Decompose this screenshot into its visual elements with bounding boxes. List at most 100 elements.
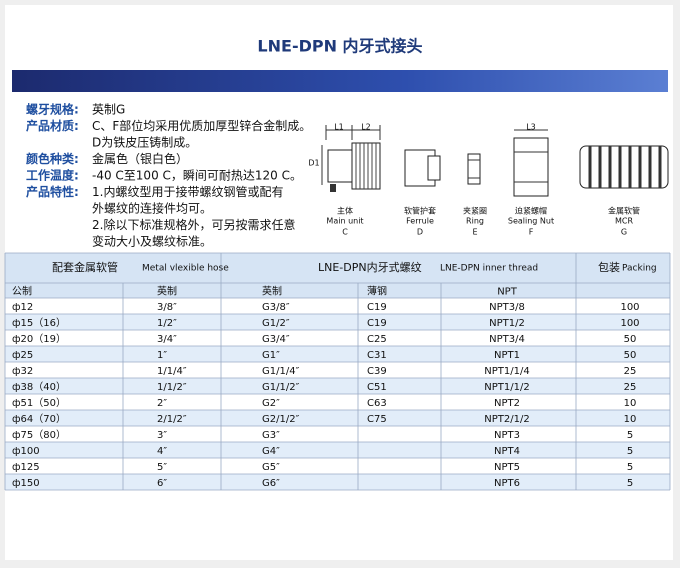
cell: 50: [624, 350, 637, 361]
dim-label: L2: [361, 123, 371, 132]
cell: ф150: [12, 478, 40, 489]
spec-label: 产品特性:: [26, 184, 79, 199]
cell: C51: [367, 382, 387, 393]
part-name: 软管护套: [404, 206, 436, 216]
cell: NPT1/1/4: [484, 366, 529, 377]
group-header: 配套金属软管: [52, 260, 118, 274]
cell: 5: [627, 478, 633, 489]
cell: 3/4″: [157, 334, 177, 345]
dim-label: L3: [526, 123, 536, 132]
specs: 螺牙规格: 英制G 产品材质: C、F部位均采用优质加厚型锌合金制成。 D为铁皮压铸制成…: [26, 102, 311, 249]
spec-label: 工作温度:: [26, 168, 79, 183]
dim-label: D1: [308, 159, 319, 168]
cell: 3/8″: [157, 302, 177, 313]
part-name-en: Ring: [466, 217, 484, 226]
cell: 100: [620, 318, 639, 329]
cell: NPT3/8: [489, 302, 525, 313]
cell: 5: [627, 462, 633, 473]
main-unit: [327, 149, 353, 183]
column-header: 公制: [12, 285, 32, 298]
cell: G2/1/2″: [262, 414, 300, 425]
cell: ф125: [12, 462, 40, 473]
ring: [468, 159, 480, 179]
cell: 25: [624, 366, 637, 377]
column-header: 英制: [157, 285, 177, 298]
cell: NPT1/1/2: [484, 382, 529, 393]
cell: C31: [367, 350, 387, 361]
cell: 100: [620, 302, 639, 313]
part-name-en: MCR: [615, 217, 633, 226]
cell: 2″: [157, 398, 167, 409]
cell: ф25: [12, 350, 33, 361]
spec-label: 螺牙规格:: [26, 102, 79, 117]
cell: 1/1/2″: [157, 382, 187, 393]
cell: G3/8″: [262, 302, 290, 313]
part-name: 迫紧螺帽: [515, 206, 547, 216]
cell: ф64（70）: [12, 413, 66, 425]
spec-value: 英制G: [92, 103, 125, 117]
row-bg: [5, 410, 670, 426]
cell: NPT1: [494, 350, 520, 361]
cell: 2/1/2″: [157, 414, 187, 425]
spec-value: -40 C至100 C，瞬间可耐热达120 C。: [92, 169, 302, 183]
cell: 6″: [157, 478, 167, 489]
row-bg: [5, 442, 670, 458]
column-header: NPT: [497, 287, 518, 298]
cell: 10: [624, 398, 637, 409]
cell: G4″: [262, 446, 280, 457]
header-bg: [5, 253, 670, 298]
cell: G3/4″: [262, 334, 290, 345]
dim-label: L1: [334, 123, 344, 132]
sealing-nut: [514, 151, 548, 183]
cell: 1/2″: [157, 318, 177, 329]
group-header-en: LNE-DPN inner thread: [440, 264, 538, 274]
spec-value: 外螺纹的连接件均可。: [92, 201, 212, 216]
cell: G3″: [262, 430, 280, 441]
title-bar: [12, 70, 668, 92]
column-header: 薄钢: [367, 285, 387, 298]
cell: C25: [367, 334, 387, 345]
table: 配套金属软管 Metal vlexible hose LNE-DPN内牙式螺纹 LNE…: [4, 252, 671, 491]
spec-value: 变动大小及螺纹标准。: [92, 234, 212, 249]
cell: G1/1/4″: [262, 366, 300, 377]
column-header: 英制: [262, 285, 282, 298]
cell: C19: [367, 318, 387, 329]
cell: ф12: [12, 302, 33, 313]
spec-label: 颜色种类:: [26, 151, 79, 166]
cell: NPT1/2: [489, 318, 525, 329]
row-bg: [5, 378, 670, 394]
row-bg: [5, 346, 670, 362]
cell: C63: [367, 398, 387, 409]
title: LNE-DPN 内牙式接头: [257, 37, 422, 56]
main-unit: [351, 142, 381, 190]
cell: ф75（80）: [12, 429, 66, 441]
thread: [355, 143, 377, 189]
cell: ф32: [12, 366, 33, 377]
cell: G1/2″: [262, 318, 290, 329]
row-bg: [5, 474, 670, 490]
part-name: 主体: [337, 206, 353, 216]
cell: C75: [367, 414, 387, 425]
cell: 4″: [157, 446, 167, 457]
part-code: D: [417, 228, 423, 237]
ring: [467, 153, 481, 185]
cell: ф38（40）: [12, 381, 66, 393]
group-header: 包装: [598, 261, 620, 274]
part-name-en: Ferrule: [406, 217, 434, 226]
cell: ф51（50）: [12, 397, 66, 409]
cell: C39: [367, 366, 387, 377]
cell: G2″: [262, 398, 280, 409]
spec-value: C、F部位均采用优质加厚型锌合金制成。: [92, 118, 311, 133]
cell: G6″: [262, 478, 280, 489]
cell: NPT4: [494, 446, 520, 457]
cell: 10: [624, 414, 637, 425]
diagram: L1 L2 D1 L3: [308, 123, 669, 197]
spec-value: 金属色（银白色）: [92, 151, 188, 166]
main-unit: [330, 184, 336, 192]
cell: 5: [627, 446, 633, 457]
spec-label: 产品材质:: [26, 118, 79, 133]
cell: 1″: [157, 350, 167, 361]
cell: NPT2/1/2: [484, 414, 529, 425]
